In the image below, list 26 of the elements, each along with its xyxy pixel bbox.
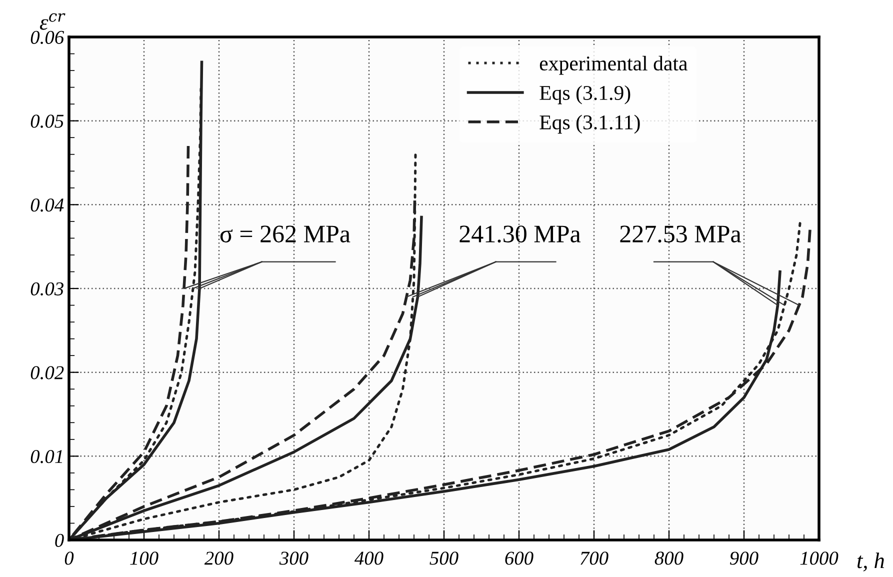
annotation: 227.53 MPa [620,226,742,243]
legend-label: Eqs (3.1.9) [540,85,630,104]
x-tick-label: 900 [730,552,758,565]
x-tick-label: 800 [654,552,684,565]
x-tick-label: 400 [354,552,384,565]
annotation: 241.30 MPa [460,226,581,243]
x-tick-label: 0 [64,552,74,565]
x-tick-label: 500 [430,552,458,565]
x-tick-label: 600 [505,552,534,565]
x-tick-label: 300 [279,552,308,565]
y-tick-label: 0.04 [30,198,64,212]
x-axis-title: t, h [857,552,884,572]
y-tick-label: 0 [55,534,64,547]
annotation: σ = 262 MPa [220,226,350,242]
x-tick-label: 200 [204,552,234,565]
y-tick-label: 0.05 [30,114,64,128]
x-tick-label: 700 [580,552,608,565]
legend-label: experimental data [540,56,688,75]
x-tick-label: 100 [130,552,158,565]
y-tick-label: 0.06 [30,30,64,44]
x-tick-label: 1000 [800,552,838,565]
y-tick-label: 0.03 [30,282,64,296]
y-tick-label: 0.01 [30,450,62,464]
legend-label: Eqs (3.1.11) [540,114,640,134]
y-axis-title: ε$^{cr}$ [40,13,66,30]
y-tick-label: 0.02 [30,366,64,380]
